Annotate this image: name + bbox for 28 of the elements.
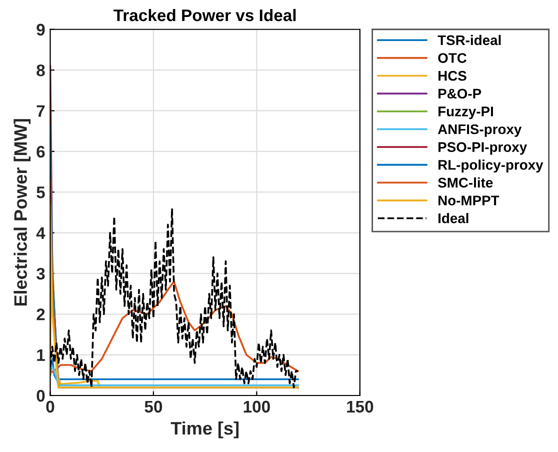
x-tick-label: 100 [244, 400, 270, 413]
y-tick-label: 4 [36, 227, 46, 239]
legend-label: RL-policy-proxy [438, 160, 544, 173]
legend-label: Ideal [438, 213, 468, 224]
y-tick-label: 0 [36, 390, 45, 402]
legend-label: PSO-PI-proxy [438, 142, 528, 155]
chart-title: Tracked Power vs Ideal [114, 8, 296, 22]
y-tick-label: 9 [36, 24, 45, 36]
legend-label: ANFIS-proxy [438, 124, 522, 137]
legend-label: OTC [438, 53, 467, 63]
legend-label: Fuzzy-PI [438, 106, 493, 120]
y-axis-title: Electrical Power [MW] [14, 119, 31, 306]
x-tick-label: 0 [46, 400, 54, 413]
x-axis-title: Time [s] [170, 421, 239, 438]
legend-label: No-MPPT [438, 196, 500, 206]
y-tick-label: 5 [36, 186, 45, 198]
y-tick-label: 6 [36, 146, 45, 158]
x-tick-label: 50 [144, 400, 162, 413]
y-tick-label: 8 [36, 64, 45, 76]
y-tick-label: 3 [36, 268, 45, 280]
legend-label: SMC-lite [438, 177, 493, 188]
y-tick-label: 7 [36, 105, 45, 117]
legend-label: HCS [438, 70, 466, 81]
y-tick-label: 1 [37, 349, 45, 361]
legend-label: TSR-ideal [438, 34, 501, 46]
y-tick-label: 2 [36, 308, 45, 320]
legend-label: P&O-P [438, 88, 482, 99]
x-tick-label: 150 [347, 400, 374, 413]
